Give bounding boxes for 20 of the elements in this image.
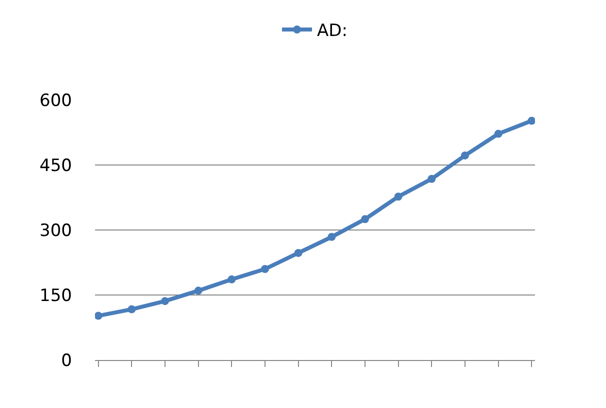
legend-label: AD: <box>317 21 348 42</box>
point <box>494 130 502 138</box>
y-tick-label: 0 <box>61 350 72 371</box>
y-tick-label: 450 <box>40 156 72 176</box>
y-tick-label: 300 <box>40 220 72 241</box>
point <box>428 174 436 183</box>
point <box>361 215 369 224</box>
point <box>194 286 202 295</box>
point <box>228 275 236 284</box>
point <box>294 248 302 257</box>
y-tick-label: 600 <box>40 90 72 111</box>
point <box>261 265 269 273</box>
point <box>461 151 469 160</box>
point <box>95 312 102 320</box>
point <box>328 232 336 241</box>
y-tick-label: 150 <box>40 286 72 306</box>
point <box>128 305 136 314</box>
point <box>394 192 402 201</box>
point <box>528 116 535 125</box>
point <box>161 297 169 306</box>
